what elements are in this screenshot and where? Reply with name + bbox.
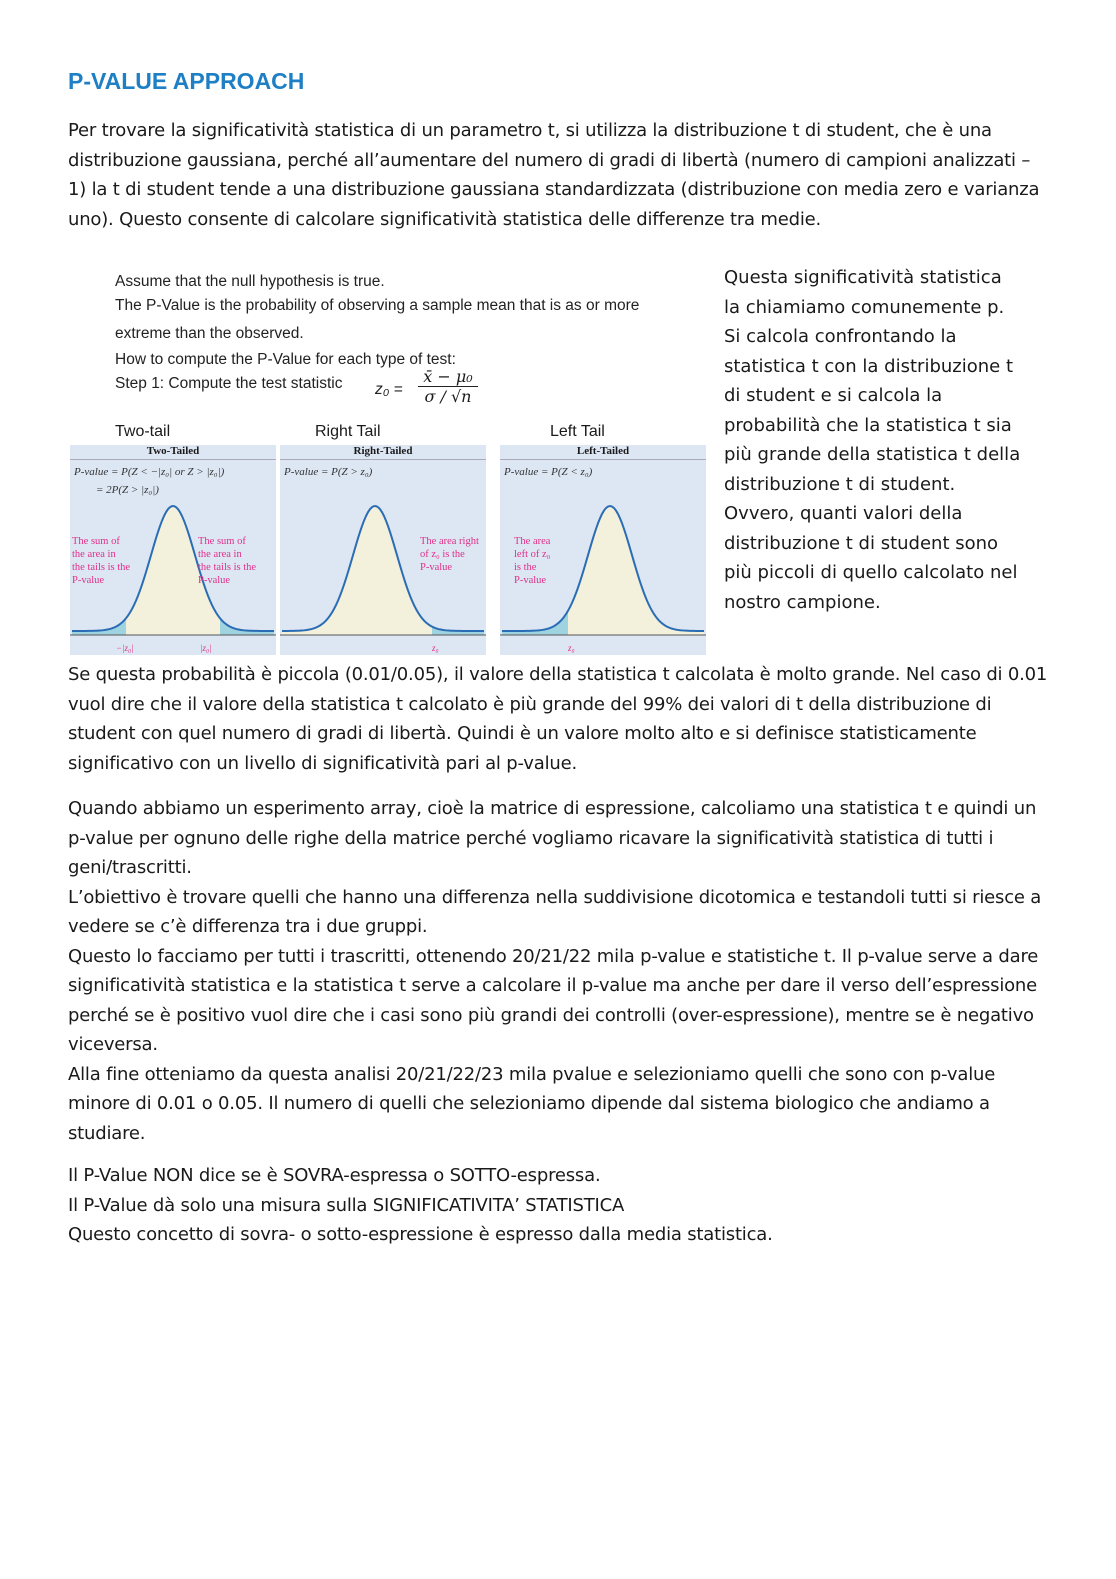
- panel-heading: Two-tail: [115, 423, 171, 440]
- panel-note: The sum of the area in the tails is the …: [198, 536, 257, 586]
- left-tail-area: [502, 610, 568, 635]
- paragraph-line: Questo lo facciamo per tutti i trascritt…: [68, 945, 1039, 1056]
- panel-formula: P-value = P(Z > z₀): [284, 466, 373, 478]
- distribution-area: [282, 506, 484, 635]
- figure-line: extreme than the observed.: [115, 325, 304, 342]
- tick-label: z₀: [568, 643, 575, 653]
- distribution-area: [72, 506, 274, 635]
- panel-note: The area left of z₀ is the P-value: [514, 536, 551, 586]
- tick-label: z₀: [432, 643, 439, 653]
- tick-label: −|z₀|: [116, 643, 134, 653]
- formula-fraction: x̄ − μ₀ σ / √n: [418, 367, 478, 406]
- intro-paragraph: Per trovare la significatività statistic…: [68, 120, 1040, 230]
- figure-line: How to compute the P-Value for each type…: [115, 351, 456, 368]
- paragraph-summary: Il P-Value NON dice se è SOVRA-espressa …: [68, 1161, 1053, 1250]
- right-tail-area: [432, 626, 484, 635]
- left-tailed-curve: [500, 504, 706, 636]
- panel-title: Left-Tailed: [500, 445, 706, 460]
- bell-curve: [71, 505, 275, 632]
- side-paragraph: Questa significatività statistica la chi…: [724, 267, 1021, 613]
- figure-line: Step 1: Compute the test statistic: [115, 375, 343, 392]
- figure-line: The P-Value is the probability of observ…: [115, 297, 640, 314]
- two-tailed-curve: [70, 505, 276, 636]
- right-tail-area: [220, 618, 274, 635]
- panel-heading: Right Tail: [315, 423, 381, 440]
- formula-lhs: z₀ =: [375, 381, 403, 398]
- paragraph-line: L’obiettivo è trovare quelli che hanno u…: [68, 886, 1042, 938]
- left-tail-area: [72, 618, 126, 635]
- formula-numerator: x̄ − μ₀: [418, 367, 478, 387]
- bell-curve: [501, 504, 705, 632]
- paragraph-line: Questo concetto di sovra- o sotto-espres…: [68, 1224, 773, 1245]
- right-tailed-curve: [280, 505, 486, 636]
- panel-formula: P-value = P(Z < z₀): [504, 466, 593, 478]
- panel-note: The area right of z₀ is the P-value: [420, 536, 479, 573]
- paragraph-probability: Se questa probabilità è piccola (0.01/0.…: [68, 664, 1048, 774]
- paragraph-line: Il P-Value dà solo una misura sulla SIGN…: [68, 1194, 625, 1216]
- paragraph-array: Quando abbiamo un esperimento array, cio…: [68, 794, 1053, 1148]
- panel-heading: Left Tail: [550, 423, 605, 440]
- figure-line: Assume that the null hypothesis is true.: [115, 273, 385, 290]
- formula-denominator: σ / √n: [424, 387, 472, 406]
- paragraph-line: Quando abbiamo un esperimento array, cio…: [68, 798, 1037, 878]
- distribution-area: [502, 506, 704, 635]
- panel-formula: P-value = P(Z < −|z₀| or Z > |z₀|) = 2P(…: [74, 466, 225, 496]
- two-tailed-panel: Two-Tailed P-value = P(Z < −|z₀| or Z > …: [70, 445, 276, 655]
- panel-title: Right-Tailed: [280, 445, 486, 460]
- tick-label: |z₀|: [200, 643, 212, 653]
- panel-note: The sum of the area in the tails is the …: [72, 536, 131, 586]
- p-value-figure: Assume that the null hypothesis is true.…: [68, 265, 713, 657]
- paragraph-line: Il P-Value NON dice se è SOVRA-espressa …: [68, 1165, 601, 1186]
- left-tailed-panel: Left-Tailed P-value = P(Z < z₀) The area…: [500, 445, 706, 655]
- right-tailed-panel: Right-Tailed P-value = P(Z > z₀) The are…: [280, 445, 486, 655]
- paragraph-line: Alla fine otteniamo da questa analisi 20…: [68, 1063, 996, 1144]
- panel-title: Two-Tailed: [70, 445, 276, 460]
- bell-curve: [281, 505, 485, 632]
- section-title: P-VALUE APPROACH: [68, 68, 305, 94]
